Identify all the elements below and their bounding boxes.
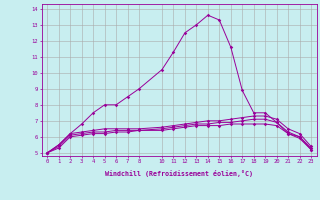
X-axis label: Windchill (Refroidissement éolien,°C): Windchill (Refroidissement éolien,°C) bbox=[105, 170, 253, 177]
